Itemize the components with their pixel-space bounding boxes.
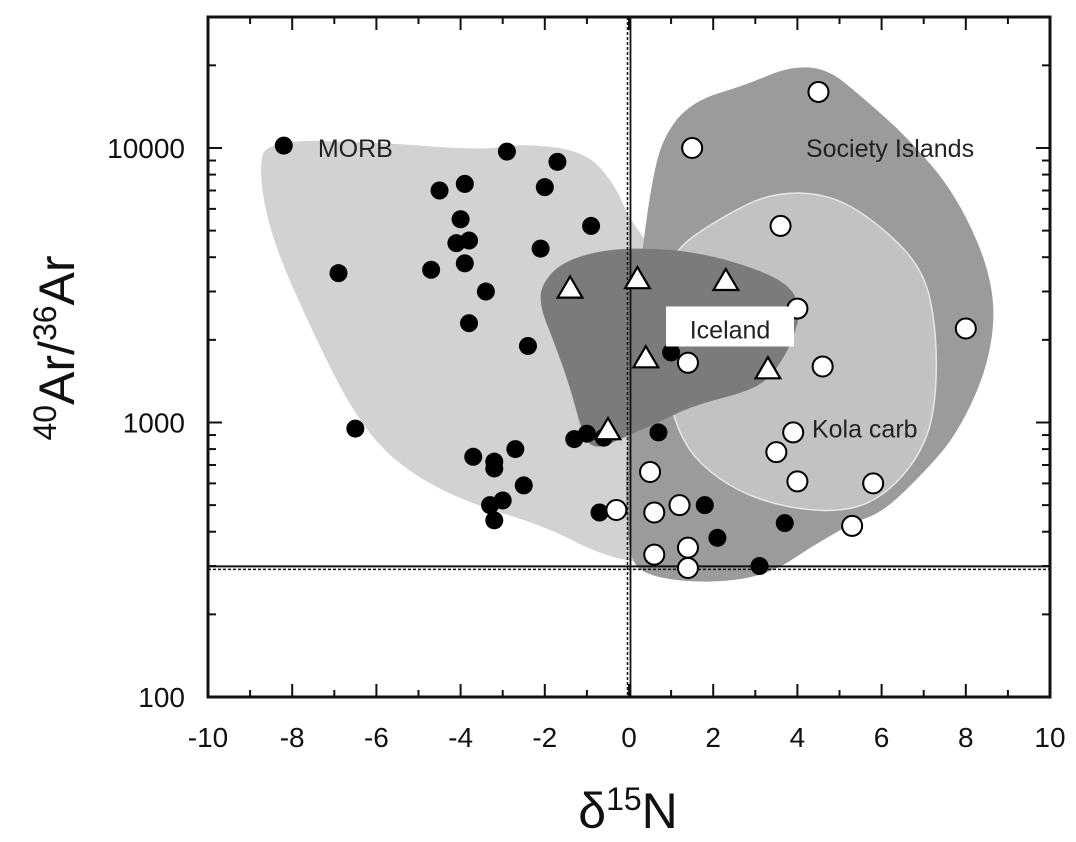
triangle-point-5 xyxy=(593,415,623,441)
filled-circle-point-19 xyxy=(514,476,533,495)
filled-circle-point-33 xyxy=(708,528,727,547)
x-tick-label: 2 xyxy=(705,722,721,753)
data-points xyxy=(274,80,977,580)
region-label-iceland: Iceland xyxy=(690,316,771,344)
y-tick-label: 100 xyxy=(138,682,185,713)
triangle-point-0 xyxy=(555,274,585,299)
filled-circle-point-34 xyxy=(750,557,769,576)
filled-circle-point-35 xyxy=(775,514,794,533)
open-circle-point-16 xyxy=(676,536,699,559)
iceland-label-box xyxy=(666,306,795,347)
filled-circle-point-5 xyxy=(455,174,474,193)
triangle-point-4 xyxy=(753,355,783,380)
filled-circle-point-30 xyxy=(649,423,668,442)
x-axis-title-sup: 15 xyxy=(606,781,642,817)
x-tick-label: 10 xyxy=(1034,722,1065,753)
region-labels: MORB Society Islands Kola carb Iceland xyxy=(318,135,974,444)
x-tick-label: -10 xyxy=(188,722,228,753)
triangle-point-1 xyxy=(623,264,652,290)
filled-circle-point-31 xyxy=(662,343,681,362)
open-circle-point-11 xyxy=(841,514,864,537)
open-circle-point-6 xyxy=(811,355,834,378)
x-tick-label: 4 xyxy=(790,722,806,753)
open-circle-point-7 xyxy=(782,421,805,444)
open-circle-point-17 xyxy=(643,543,666,566)
open-circle-point-9 xyxy=(786,470,809,493)
regions-layer xyxy=(261,67,994,582)
reference-lines xyxy=(208,17,1050,697)
open-circle-point-14 xyxy=(643,501,666,524)
region-label-morb: MORB xyxy=(318,135,393,163)
filled-circle-point-17 xyxy=(485,511,504,530)
y-axis-title-base2: Ar xyxy=(29,255,85,305)
open-circle-point-8 xyxy=(765,441,788,464)
y-axis-title-sup2: 36 xyxy=(27,305,63,341)
filled-circle-point-32 xyxy=(695,496,714,515)
open-circle-point-5 xyxy=(676,351,699,374)
filled-circle-point-29 xyxy=(590,503,609,522)
filled-circle-point-4 xyxy=(422,260,441,279)
x-tick-label: 0 xyxy=(621,722,637,753)
triangle-point-2 xyxy=(711,266,741,292)
x-tick-label: -2 xyxy=(532,722,557,753)
filled-circle-point-22 xyxy=(535,178,554,197)
filled-circle-point-8 xyxy=(460,231,479,250)
y-axis-title-base1: Ar/ xyxy=(29,341,85,405)
filled-circle-point-6 xyxy=(451,210,470,229)
filled-circle-point-0 xyxy=(274,136,293,155)
filled-circle-point-24 xyxy=(518,336,537,355)
open-circle-point-12 xyxy=(639,461,662,484)
x-axis-title: δ15N xyxy=(578,781,678,839)
filled-circle-point-2 xyxy=(346,419,365,438)
filled-circle-point-21 xyxy=(548,152,567,171)
filled-circle-point-14 xyxy=(485,459,504,478)
filled-circle-point-10 xyxy=(476,282,495,301)
open-circle-point-2 xyxy=(769,214,792,237)
filled-circle-point-12 xyxy=(464,447,483,466)
region-label-society-islands: Society Islands xyxy=(806,135,974,163)
x-tick-label: -8 xyxy=(280,722,305,753)
filled-circle-point-18 xyxy=(506,440,525,459)
triangle-point-3 xyxy=(631,344,661,369)
x-axis-title-prefix: δ xyxy=(578,783,606,839)
region-label-kola-carb: Kola carb xyxy=(812,416,918,444)
y-axis-title-sup1: 40 xyxy=(27,405,63,441)
x-tick-label: -4 xyxy=(448,722,473,753)
filled-circle-point-11 xyxy=(460,314,479,333)
filled-circle-point-27 xyxy=(577,424,596,443)
filled-circle-point-23 xyxy=(531,239,550,258)
x-tick-label: -6 xyxy=(364,722,389,753)
x-axis-title-base: N xyxy=(642,783,678,839)
open-circle-point-1 xyxy=(807,80,830,103)
filled-circle-point-3 xyxy=(430,181,449,200)
filled-circle-point-20 xyxy=(497,142,516,161)
open-circle-point-15 xyxy=(605,498,628,521)
axis-tick-labels: -10 -8 -6 -4 -2 0 2 4 6 8 10 100 1000 10000 xyxy=(107,133,1065,753)
open-circle-point-10 xyxy=(862,472,885,495)
filled-circle-point-16 xyxy=(481,496,500,515)
y-tick-label: 1000 xyxy=(123,407,185,438)
axis-ticks xyxy=(207,16,1051,698)
y-axis-title: 40Ar/36Ar xyxy=(27,255,85,440)
open-circle-point-0 xyxy=(681,136,704,159)
filled-circle-point-1 xyxy=(329,264,348,283)
y-tick-label: 10000 xyxy=(107,133,185,164)
x-tick-label: 8 xyxy=(958,722,974,753)
open-circle-point-4 xyxy=(954,317,977,340)
filled-circle-point-9 xyxy=(455,254,474,273)
x-tick-label: 6 xyxy=(874,722,890,753)
open-circle-point-18 xyxy=(676,557,699,580)
open-circle-point-13 xyxy=(668,494,691,517)
filled-circle-point-25 xyxy=(582,216,601,235)
